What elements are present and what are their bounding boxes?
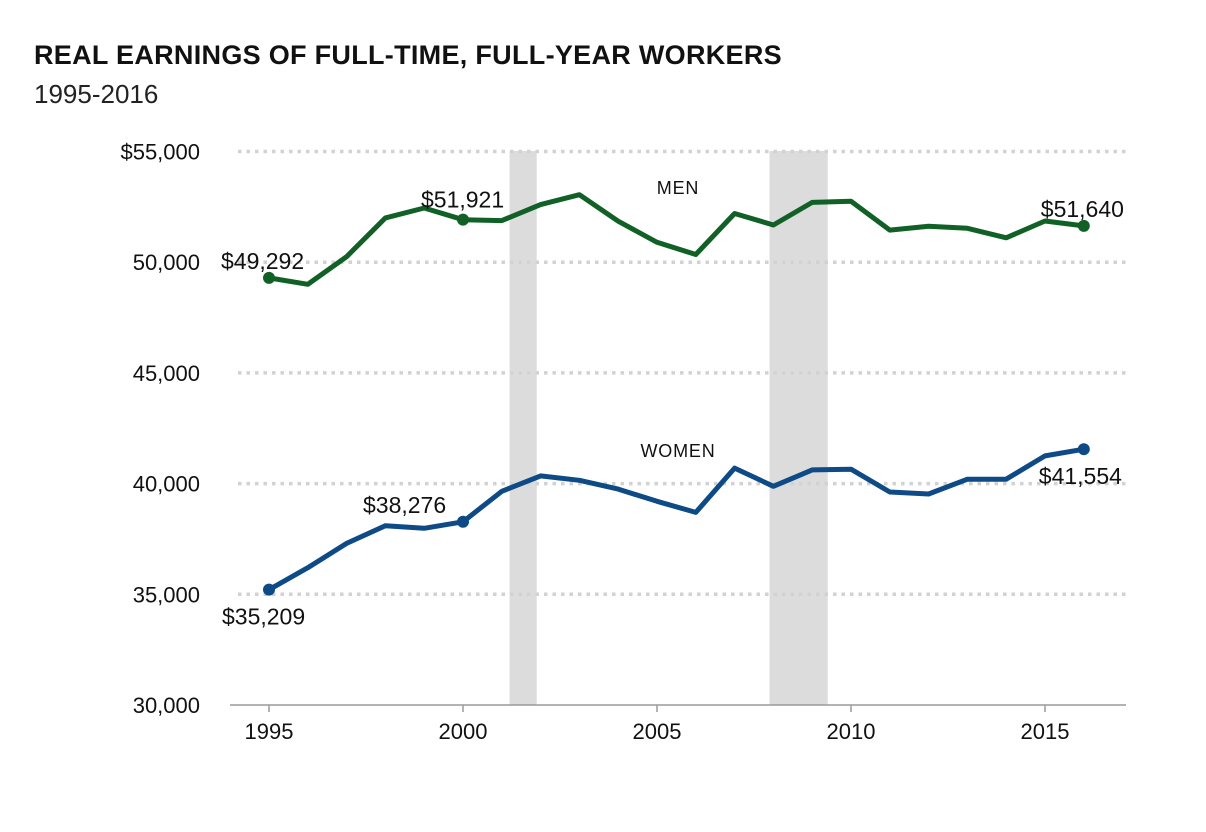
x-tick-label: 2000 xyxy=(439,719,488,744)
data-point-marker xyxy=(457,213,469,226)
series-line-men xyxy=(266,192,1087,287)
y-tick-label: 40,000 xyxy=(133,472,200,497)
y-tick-label: 50,000 xyxy=(133,250,200,275)
series-label-men: MEN xyxy=(657,178,699,198)
recession-band-1 xyxy=(509,151,537,705)
data-label: $41,554 xyxy=(1039,463,1122,489)
data-label: $35,209 xyxy=(222,604,305,630)
y-tick-label: 45,000 xyxy=(133,361,200,386)
y-tick-label: $55,000 xyxy=(120,140,200,165)
y-tick-label: 35,000 xyxy=(133,582,200,607)
chart-title: REAL EARNINGS OF FULL-TIME, FULL-YEAR WO… xyxy=(34,40,782,70)
series-line-women xyxy=(266,446,1087,593)
data-point-marker xyxy=(457,515,469,528)
data-point-marker xyxy=(1077,219,1090,232)
data-point-marker xyxy=(263,271,275,284)
data-point-marker xyxy=(263,583,275,596)
data-label: $51,640 xyxy=(1041,196,1124,222)
x-tick-label: 2010 xyxy=(827,719,876,744)
data-point-marker xyxy=(1077,443,1090,456)
recession-band-2 xyxy=(769,151,828,705)
series-label-women: WOMEN xyxy=(641,441,716,461)
data-label: $49,292 xyxy=(221,248,304,274)
data-label: $51,921 xyxy=(421,187,504,213)
x-tick-label: 1995 xyxy=(245,719,294,744)
x-tick-label: 2005 xyxy=(633,719,682,744)
y-tick-label: 30,000 xyxy=(133,693,200,718)
x-tick-label: 2015 xyxy=(1021,719,1070,744)
data-label: $38,276 xyxy=(363,492,446,518)
chart-subtitle: 1995-2016 xyxy=(34,79,159,109)
